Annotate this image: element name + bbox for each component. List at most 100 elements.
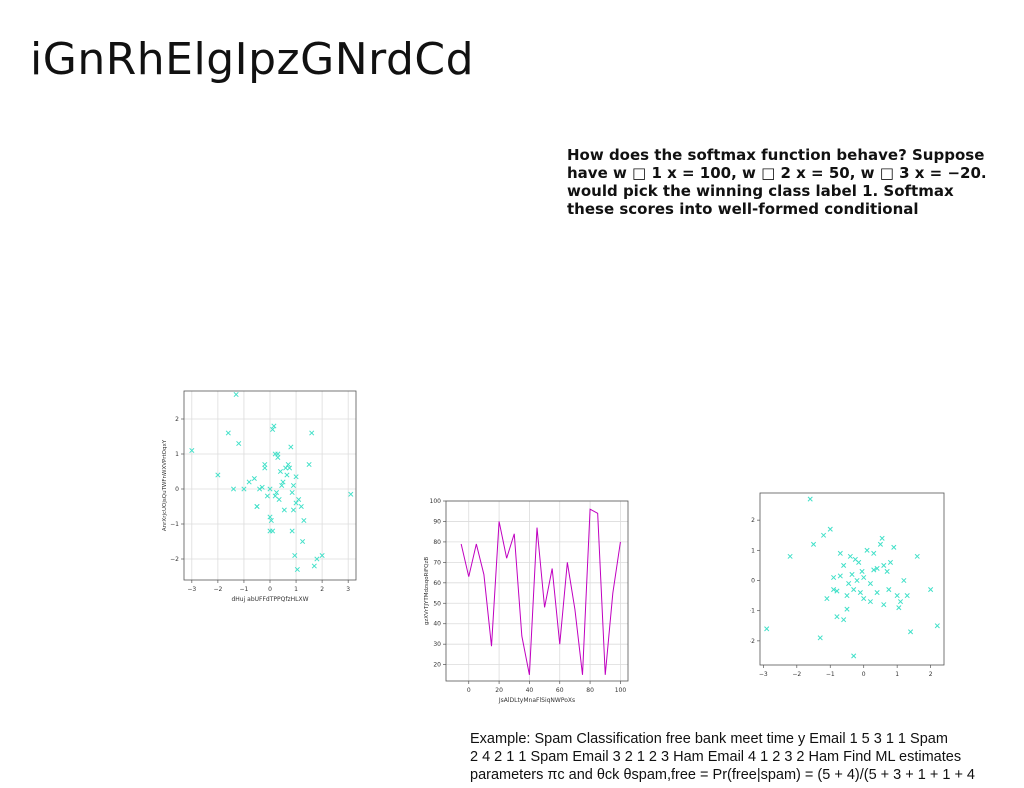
scatter-point [292,552,298,559]
y-tick-label: −2 [750,638,755,645]
scatter-point [787,553,793,559]
y-tick-label: −1 [750,608,755,615]
scatter-point [271,423,277,429]
plot-frame [445,500,629,682]
scatter-point [277,468,283,475]
scatter-point [894,593,900,599]
y-tick-label: 90 [433,518,441,525]
scatter-point [215,472,221,478]
scatter-point [764,626,770,632]
scatter-point [264,493,270,499]
x-tick-label: −1 [240,586,249,593]
scatter-point [267,514,273,520]
scatter-point [270,426,276,433]
line-plot-middle: 0 20 40 60 80 100 20 30 40 50 60 70 80 90 100 JsAlDLtyM… [424,498,629,704]
x-tick-label: 1 [895,671,899,678]
x-tick-label: −2 [792,671,801,678]
scatter-point [846,580,852,587]
scatter-point [189,447,195,454]
scatter-point [254,503,260,510]
scatter-point [289,528,295,534]
scatter-point [847,553,853,559]
scatter-point [849,571,855,578]
y-tick-label: 2 [751,517,755,524]
scatter-point [306,461,312,468]
scatter-point [289,489,295,496]
scatter-point [824,596,830,602]
scatter-point [286,465,293,471]
x-tick-label: 3 [346,586,350,593]
scatter-point [294,566,300,573]
x-tick-label: −1 [826,671,835,678]
scatter-point [861,574,867,581]
paragraph-line: would pick the winning class label 1. So… [567,182,954,200]
y-tick-label: 100 [430,498,442,505]
y-tick-label: −2 [170,556,179,563]
scatter-point [817,635,823,641]
x-tick-label: 2 [320,586,324,593]
scatter-point [881,602,887,608]
scatter-point [867,580,873,587]
scatter-point [874,565,880,571]
scatter-point [928,587,934,593]
scatter-point [821,532,827,538]
scatter-point [837,550,843,556]
scatter-point [851,653,857,659]
scatter-point [871,567,877,573]
softmax-paragraph: How does the softmax function behave? Su… [567,146,1022,218]
scatter-point [246,479,252,485]
scatter-point [904,593,910,599]
y-axis-label: gzXVrTJYTMdzsqoRiFQzB [424,557,430,625]
paragraph-line: these scores into well-formed conditiona… [567,200,919,218]
x-tick-label: 0 [862,671,866,678]
scatter-point [298,503,304,510]
scatter-point [275,454,281,461]
scatter-point [884,568,890,575]
scatter-point [851,587,857,593]
scatter-point [871,550,877,556]
scatter-point [864,547,870,553]
scatter-point [874,590,880,596]
x-tick-label: 1 [294,586,298,593]
scatter-point [861,596,867,602]
x-tick-label: 0 [268,586,272,593]
scatter-point [319,552,325,559]
scatter-point [279,482,285,489]
y-tick-label: 1 [175,451,179,458]
scatter-point [886,587,892,593]
y-tick-label: −1 [170,521,179,528]
scatter-point [891,544,897,550]
scatter-plot-right: −3 −2 −1 0 1 2 −2 −1 0 1 2 [750,492,945,678]
x-tick-label: 80 [586,687,594,694]
scatter-point [887,559,894,565]
paragraph-line: have w □ 1 x = 100, w □ 2 x = 50, w □ 3 … [567,164,987,182]
y-tick-label: 40 [433,621,441,628]
scatter-point [283,465,289,471]
scatter-point [300,538,306,545]
scatter-point [831,574,837,581]
y-tick-label: 1 [751,547,755,554]
scatter-point [844,593,850,599]
scatter-point [293,500,299,506]
caption-line: Example: Spam Classification free bank m… [470,731,948,747]
x-tick-label: 60 [556,687,564,694]
scatter-point [807,496,813,502]
scatter-point [301,517,307,524]
x-tick-label: 2 [929,671,933,678]
scatter-point [881,562,887,568]
x-tick-label: 0 [467,687,471,694]
scatter-point [288,444,294,450]
scatter-point [857,590,863,596]
scatter-point [290,507,297,513]
paragraph-line: How does the softmax function behave? Su… [567,146,985,164]
scatter-point [834,614,840,620]
x-tick-label: 40 [526,687,534,694]
scatter-plot-left: −3 −2 −1 0 1 2 3 −2 −1 0 1 2 dHuj abUFFdTPPQfzHLXW An… [162,390,357,603]
scatter-point [934,623,940,629]
scatter-point [897,599,904,605]
scatter-point [276,496,282,503]
scatter-point [834,588,840,594]
scatter-point [285,461,291,468]
scatter-point [907,629,914,635]
slide-title: iGnRhElgIpzGNrdCd [30,34,475,85]
